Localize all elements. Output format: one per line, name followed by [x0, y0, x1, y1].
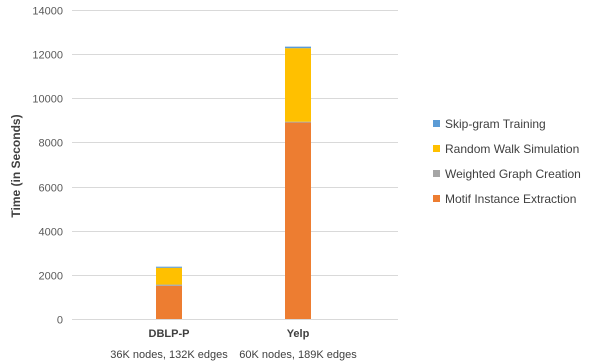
x-category-label: DBLP-P — [149, 328, 190, 340]
x-category-subtitle: 60K nodes, 189K edges — [239, 349, 357, 361]
x-category-subtitle: 36K nodes, 132K edges — [110, 349, 228, 361]
bar-segment — [156, 285, 182, 319]
bars — [156, 46, 311, 319]
legend-entry: Motif Instance Extraction — [445, 192, 576, 206]
bar-segment — [156, 267, 182, 285]
legend-entry: Skip-gram Training — [445, 117, 546, 131]
y-axis-label: Time (in Seconds) — [9, 114, 23, 217]
x-axis-labels: DBLP-P 36K nodes, 132K edges Yelp 60K nodes… — [110, 328, 357, 361]
x-category-label: Yelp — [287, 328, 310, 340]
bar-segment — [285, 121, 311, 123]
legend-swatch — [433, 145, 440, 152]
bar-segment — [285, 48, 311, 122]
y-tick-label: 12000 — [32, 50, 63, 62]
bar-segment — [156, 284, 182, 286]
bar-segment — [285, 122, 311, 319]
bar-segment — [285, 46, 311, 49]
legend-swatch — [433, 170, 440, 177]
legend-entry: Weighted Graph Creation — [445, 167, 581, 181]
bar-segment — [156, 266, 182, 268]
y-tick-label: 6000 — [39, 183, 63, 195]
y-tick-label: 0 — [57, 315, 63, 327]
y-tick-label: 4000 — [39, 227, 63, 239]
legend-entry: Random Walk Simulation — [445, 142, 579, 156]
y-tick-label: 10000 — [32, 94, 63, 106]
legend-swatch — [433, 120, 440, 127]
legend-swatch — [433, 195, 440, 202]
y-tick-label: 14000 — [32, 6, 63, 18]
y-tick-label: 8000 — [39, 138, 63, 150]
legend: Skip-gram Training Random Walk Simulation… — [433, 117, 581, 206]
gridlines — [72, 10, 398, 320]
y-axis-ticks: 0 2000 4000 6000 8000 10000 12000 14000 — [32, 6, 63, 327]
y-tick-label: 2000 — [39, 271, 63, 283]
